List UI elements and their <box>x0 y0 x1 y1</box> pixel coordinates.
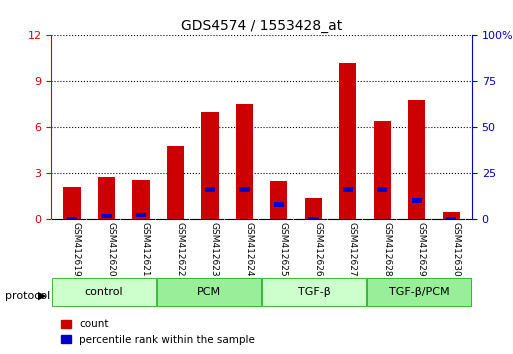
Bar <box>411 198 422 202</box>
Bar <box>201 112 219 219</box>
Text: GSM412620: GSM412620 <box>107 222 115 277</box>
Bar <box>446 217 457 219</box>
Text: GSM412626: GSM412626 <box>313 222 322 277</box>
Bar <box>274 202 284 207</box>
Bar <box>305 198 322 219</box>
Text: GSM412623: GSM412623 <box>210 222 219 277</box>
Text: GSM412625: GSM412625 <box>279 222 288 277</box>
Bar <box>205 187 215 192</box>
Bar <box>64 187 81 219</box>
Bar <box>408 100 425 219</box>
Bar <box>343 187 353 192</box>
Legend: count, percentile rank within the sample: count, percentile rank within the sample <box>56 315 260 349</box>
Title: GDS4574 / 1553428_at: GDS4574 / 1553428_at <box>181 19 342 33</box>
Text: ▶: ▶ <box>37 291 46 301</box>
FancyBboxPatch shape <box>157 278 261 306</box>
Text: TGF-β: TGF-β <box>298 287 330 297</box>
Bar <box>270 181 287 219</box>
FancyBboxPatch shape <box>367 278 471 306</box>
Text: GSM412619: GSM412619 <box>72 222 81 277</box>
Text: GSM412628: GSM412628 <box>382 222 391 277</box>
Bar <box>239 187 249 192</box>
Bar <box>236 104 253 219</box>
Text: GSM412621: GSM412621 <box>141 222 150 277</box>
Bar <box>136 213 146 217</box>
FancyBboxPatch shape <box>262 278 366 306</box>
Bar <box>67 217 77 219</box>
Bar <box>377 187 387 192</box>
FancyBboxPatch shape <box>52 278 156 306</box>
Bar <box>132 179 150 219</box>
Text: control: control <box>85 287 123 297</box>
Bar <box>339 63 357 219</box>
Text: GSM412629: GSM412629 <box>417 222 426 277</box>
Text: GSM412622: GSM412622 <box>175 222 185 277</box>
Text: GSM412624: GSM412624 <box>244 222 253 277</box>
Bar <box>308 217 319 219</box>
Text: TGF-β/PCM: TGF-β/PCM <box>389 287 450 297</box>
Text: GSM412627: GSM412627 <box>348 222 357 277</box>
Bar <box>443 212 460 219</box>
Text: GSM412630: GSM412630 <box>451 222 460 277</box>
Bar <box>373 121 391 219</box>
Text: PCM: PCM <box>197 287 221 297</box>
Text: protocol: protocol <box>5 291 50 301</box>
Bar <box>98 177 115 219</box>
Bar <box>167 146 184 219</box>
Bar <box>101 214 112 218</box>
